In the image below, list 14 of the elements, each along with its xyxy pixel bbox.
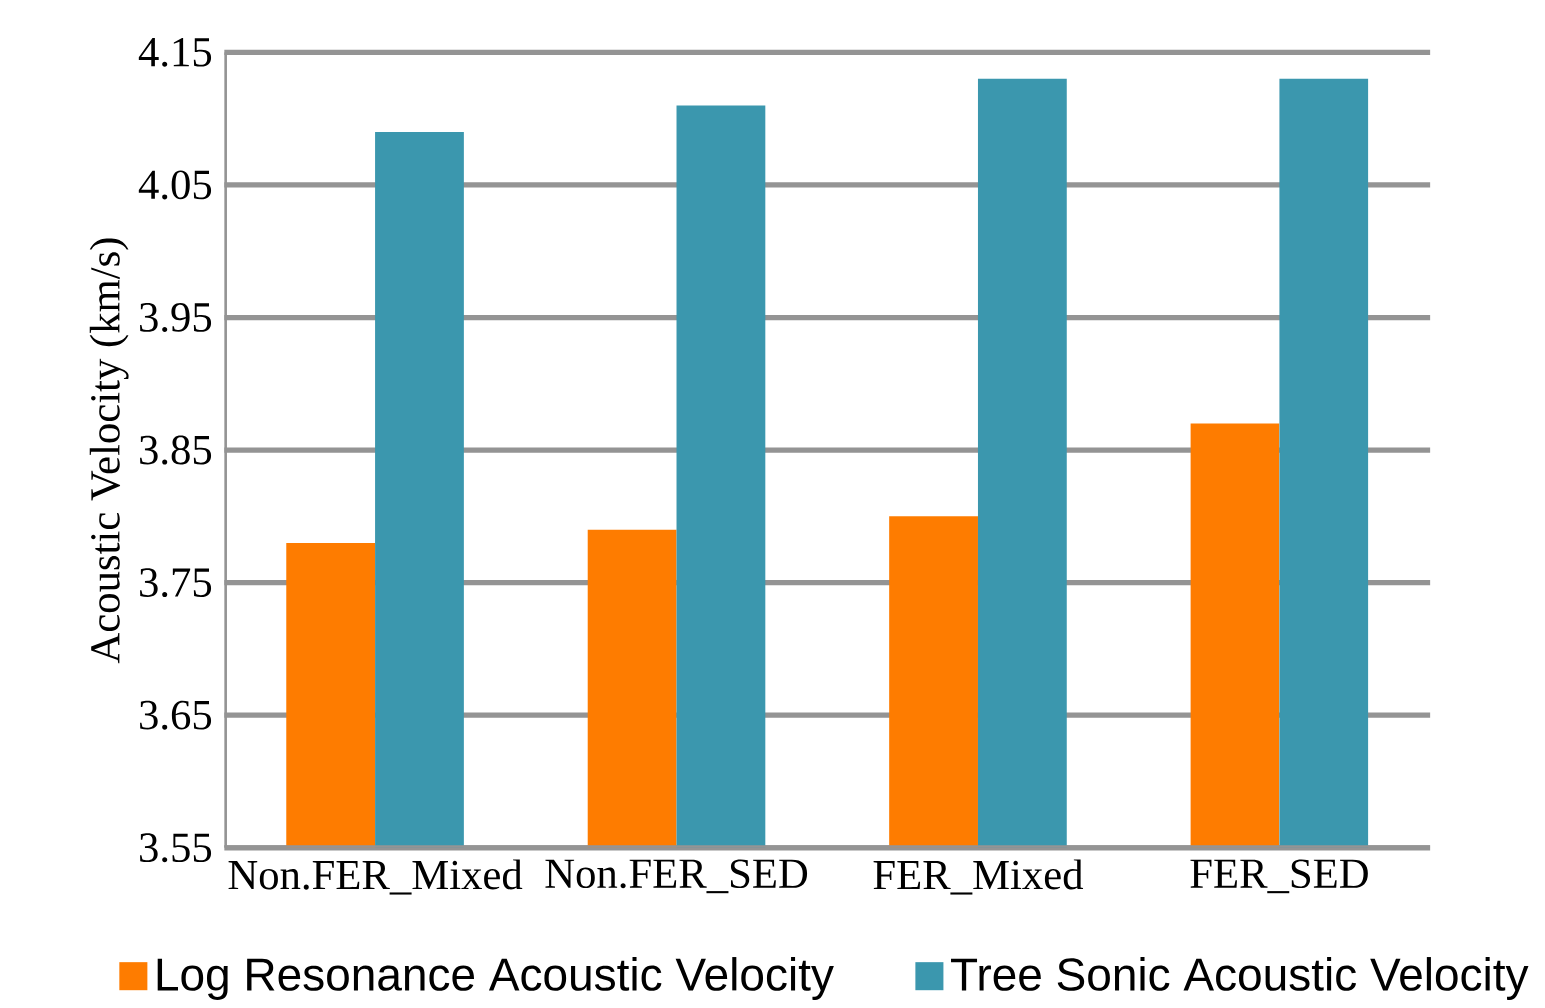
x-tick-label: Non.FER_Mixed bbox=[228, 859, 523, 895]
y-tick-label: 3.55 bbox=[140, 833, 212, 863]
y-axis-title: Acoustic Velocity (km/s) bbox=[89, 238, 129, 663]
y-tick-label: 4.15 bbox=[138, 37, 212, 67]
y-tick-label: 4.05 bbox=[138, 170, 212, 200]
y-tick-label: 3.95 bbox=[140, 302, 212, 332]
legend-label: Log Resonance Acoustic Velocity bbox=[157, 956, 834, 1000]
y-tick-label: 3.65 bbox=[140, 700, 212, 730]
x-tick-label: FER_SED bbox=[1190, 859, 1368, 893]
y-tick-label: 3.75 bbox=[140, 567, 212, 597]
y-tick-label: 3.85 bbox=[140, 435, 212, 465]
legend-label: Tree Sonic Acoustic Velocity bbox=[951, 956, 1529, 1000]
x-tick-label: Non.FER_SED bbox=[545, 859, 808, 893]
x-tick-label: FER_Mixed bbox=[873, 859, 1084, 895]
